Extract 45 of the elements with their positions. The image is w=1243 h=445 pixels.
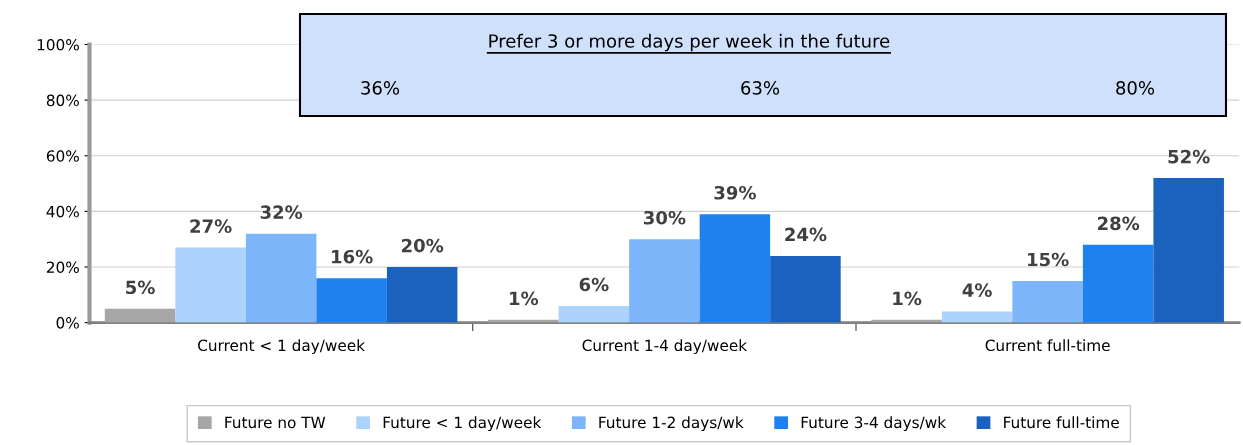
- data-label: 52%: [1168, 149, 1210, 164]
- y-tick-label: 0%: [56, 317, 79, 329]
- data-label: 39%: [714, 185, 756, 200]
- y-tick-label: 60%: [46, 150, 79, 162]
- x-tick-label: Current full-time: [985, 339, 1110, 352]
- data-label: 24%: [785, 227, 827, 242]
- data-label: 28%: [1097, 216, 1140, 231]
- data-label: 6%: [579, 277, 609, 292]
- bar: [386, 267, 458, 323]
- annotation: 80%: [1116, 81, 1155, 95]
- legend-label: Future full-time: [1004, 416, 1119, 429]
- legend-label: Future 3-4 days/wk: [801, 416, 947, 432]
- data-label: 30%: [643, 210, 686, 225]
- data-label: 32%: [260, 205, 303, 220]
- bar: [245, 233, 317, 323]
- annotation: 36%: [361, 81, 400, 95]
- annotation: 63%: [741, 81, 780, 95]
- data-label: 27%: [190, 219, 232, 233]
- y-tick-label: 40%: [46, 205, 79, 218]
- data-label: 1%: [893, 291, 922, 306]
- x-tick-label: Current < 1 day/week: [198, 339, 366, 355]
- data-label: 1%: [510, 291, 539, 306]
- bar: [770, 255, 841, 323]
- y-tick-label: 20%: [46, 261, 79, 274]
- legend-label: Future 1-2 days/wk: [599, 416, 744, 432]
- bar: [316, 278, 387, 323]
- data-label: 15%: [1028, 252, 1069, 267]
- legend-label: Future < 1 day/week: [383, 416, 542, 432]
- data-label: 16%: [332, 249, 373, 264]
- bar: [558, 305, 630, 323]
- x-tick-label: Current 1-4 day/week: [582, 339, 748, 355]
- legend-label: Future no TW: [225, 416, 326, 429]
- data-label: 4%: [962, 283, 992, 297]
- annotation: Prefer 3 or more days per week in the future: [489, 33, 890, 52]
- bar: [1082, 244, 1154, 323]
- bar: [1153, 178, 1224, 323]
- bar: [1012, 280, 1083, 323]
- bar: [104, 308, 176, 323]
- data-label: 5%: [126, 280, 155, 295]
- data-label: 20%: [401, 238, 444, 253]
- y-tick-label: 100%: [37, 38, 79, 51]
- bar: [175, 247, 246, 323]
- bar: [699, 214, 771, 323]
- y-tick-label: 80%: [46, 94, 79, 107]
- bar: [629, 239, 700, 323]
